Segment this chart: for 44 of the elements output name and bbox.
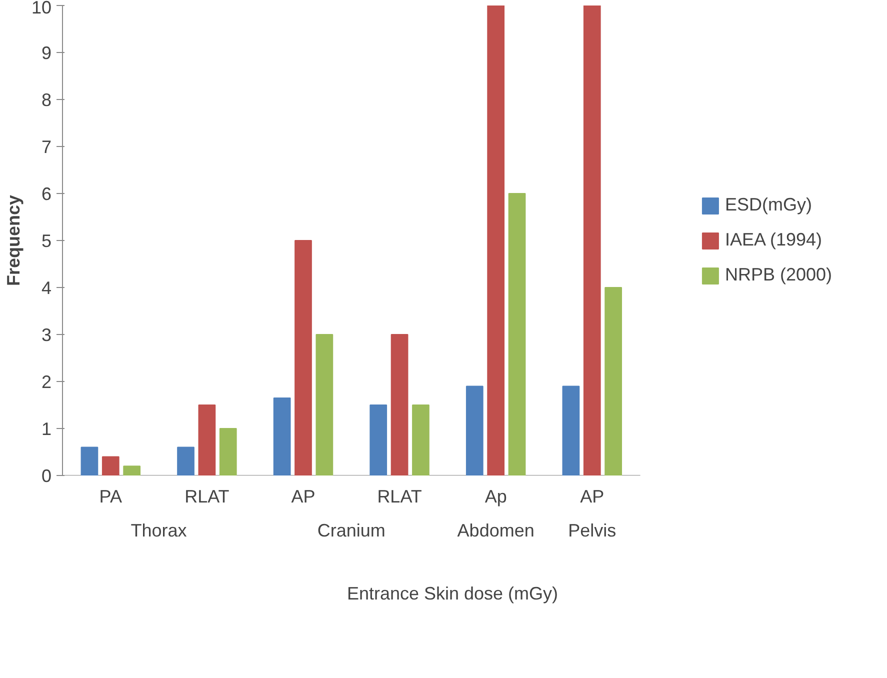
y-tick-label: 3 — [41, 325, 52, 345]
x-tick-label: RLAT — [377, 486, 422, 506]
bar — [583, 6, 601, 476]
x-tick-label: AP — [580, 486, 604, 506]
bar — [219, 428, 237, 476]
bar — [370, 404, 388, 476]
bar — [412, 404, 430, 476]
bar — [123, 466, 141, 476]
x-axis-title: Entrance Skin dose (mGy) — [346, 584, 558, 604]
bar — [604, 287, 622, 476]
x-tick-label: RLAT — [184, 486, 230, 506]
bar — [273, 397, 291, 476]
bar — [316, 334, 334, 476]
x-tick-label: PA — [99, 486, 122, 506]
bar — [80, 446, 98, 476]
text: Cranium — [317, 520, 386, 540]
bar — [562, 386, 580, 476]
y-tick-label: 2 — [41, 372, 52, 392]
y-tick-label: 10 — [31, 0, 52, 18]
y-tick-label: 4 — [41, 278, 52, 298]
bar — [294, 240, 312, 476]
bar — [508, 193, 526, 476]
y-axis-title: Frequency — [3, 194, 24, 286]
y-tick-label: 8 — [41, 90, 52, 110]
text: Thorax — [130, 520, 187, 540]
bar — [390, 334, 408, 476]
bar — [198, 404, 216, 476]
x-tick-label: Ap — [484, 486, 507, 506]
legend-label: NRPB (2000) — [724, 264, 832, 286]
y-tick-label: 6 — [41, 184, 52, 204]
text: Abdomen — [457, 520, 534, 540]
y-tick-label: 0 — [41, 466, 52, 486]
y-tick-label: 1 — [41, 419, 52, 439]
y-tick-label: 5 — [41, 231, 52, 251]
y-tick-label: 9 — [41, 43, 52, 63]
legend-label: ESD(mGy) — [724, 194, 812, 216]
text: Pelvis — [568, 520, 616, 540]
bar — [466, 386, 484, 476]
legend-label: IAEA (1994) — [724, 230, 822, 250]
bar — [102, 456, 120, 476]
bar — [487, 6, 505, 476]
bar — [177, 446, 194, 476]
y-tick-label: 7 — [41, 137, 52, 157]
x-tick-label: AP — [291, 486, 316, 506]
